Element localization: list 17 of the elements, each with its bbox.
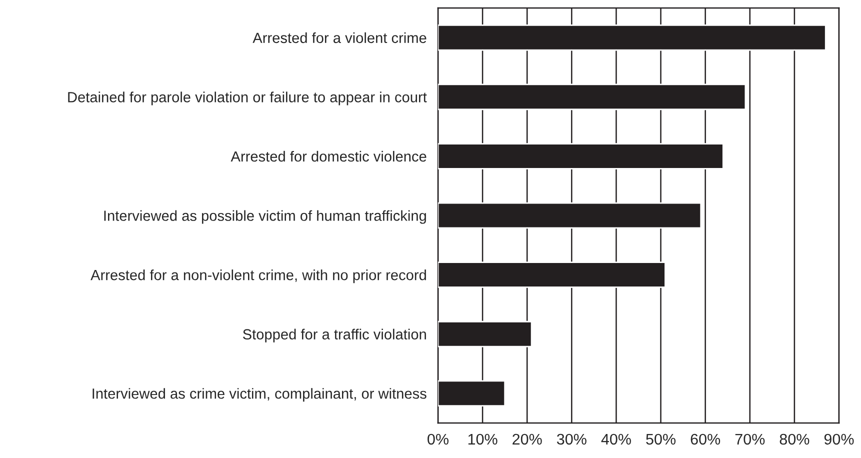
x-tick-label: 60%: [690, 434, 720, 445]
x-tick-label: 0%: [428, 434, 448, 445]
y-tick-label: Arrested for domestic violence: [230, 150, 426, 162]
y-tick-label: Stopped for a traffic violation: [242, 328, 426, 342]
x-tick-label: 40%: [601, 434, 631, 445]
y-tick-label: Detained for parole violation or failure to appear in court: [68, 92, 427, 106]
x-tick-label: 50%: [646, 434, 676, 445]
y-tick-label: Arrested for a violent crime: [252, 32, 426, 44]
x-tick-label: 10%: [468, 434, 498, 445]
y-tick-label: Interviewed as possible victim of human trafficking: [104, 210, 426, 224]
x-tick-label: 30%: [556, 434, 586, 445]
y-tick-label: Arrested for a non-violent crime, with no prior record: [90, 270, 426, 284]
x-tick-label: 70%: [735, 434, 765, 445]
x-tick-label: 20%: [512, 434, 542, 445]
x-tick-label: 90%: [824, 434, 854, 445]
x-tick-label: 80%: [780, 434, 810, 445]
y-tick-label: Interviewed as crime victim, complainant, or witness: [92, 388, 426, 402]
